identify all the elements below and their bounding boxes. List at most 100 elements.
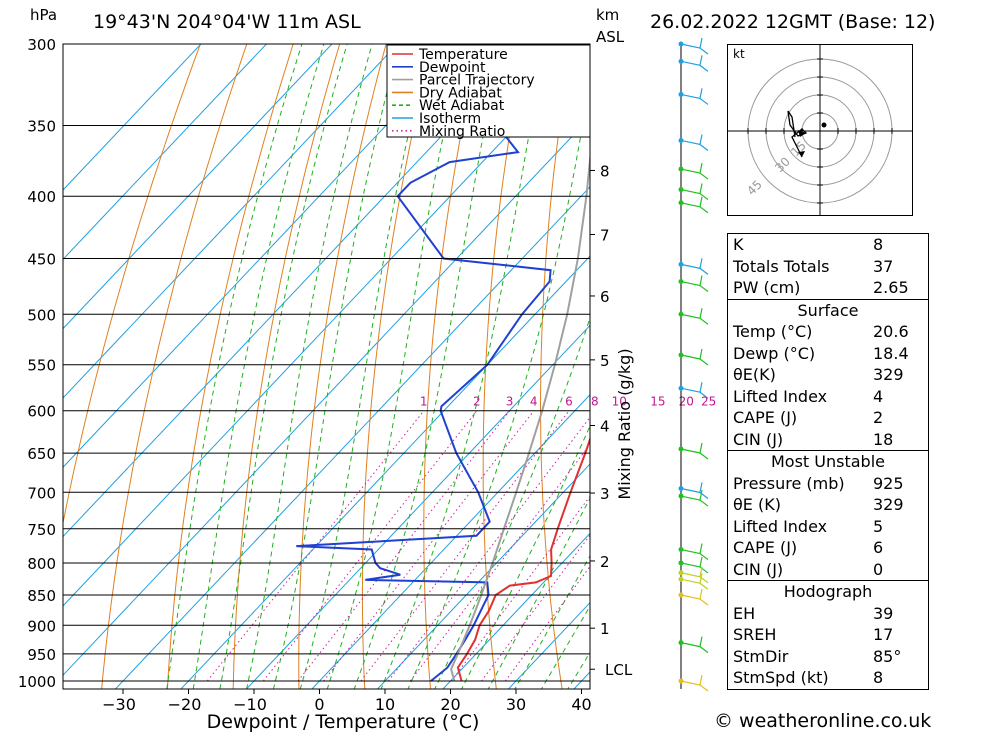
height-tick-label: 6 <box>600 288 610 306</box>
wind-barb <box>680 354 709 366</box>
isotherm-line <box>376 463 590 689</box>
wind-barb-flag <box>699 543 703 554</box>
credit-link[interactable]: © weatheronline.co.uk <box>714 710 932 732</box>
mixing-ratio-line <box>481 534 590 682</box>
height-tick-label: 7 <box>600 226 610 244</box>
li-value: 4 <box>873 386 884 406</box>
row-totals: Totals Totals 37 <box>728 256 928 278</box>
theta-label: θE(K) <box>733 365 776 384</box>
wind-barb <box>680 448 709 460</box>
dewpoint-profile <box>296 44 582 682</box>
eh-label: EH <box>733 603 756 623</box>
cin-value: 18 <box>873 429 894 449</box>
wind-barb <box>680 594 709 606</box>
x-axis-label: Dewpoint / Temperature (°C) <box>207 711 480 733</box>
eh-value: 39 <box>873 603 894 623</box>
wind-barb-flag <box>699 482 703 493</box>
row-li: Lifted Index 4 <box>728 386 928 408</box>
wind-barb-flag <box>699 556 703 568</box>
mu-pressure-value: 925 <box>873 473 904 493</box>
mixing-ratio-label: 25 <box>701 395 716 409</box>
wind-barb-flag <box>699 588 703 600</box>
pressure-tick-label: 450 <box>27 251 56 269</box>
mixing-ratio-label: 20 <box>679 395 694 409</box>
sreh-value: 17 <box>873 625 894 644</box>
stmspd-label: StmSpd (kt) <box>733 668 829 687</box>
pressure-tick-label: 800 <box>27 555 56 573</box>
dry-adiabat-line <box>988 8 1000 707</box>
mu-theta-value: 329 <box>873 495 904 514</box>
sreh-label: SREH <box>733 625 777 644</box>
mixing-ratio-label: 2 <box>473 395 481 409</box>
row-stmdir: StmDir 85° <box>728 646 928 668</box>
legend-label: Dewpoint <box>419 60 486 76</box>
row-temp: Temp (°C) 20.6 <box>728 321 928 343</box>
mu-cin-value: 0 <box>873 559 884 579</box>
row-mu-li: Lifted Index 5 <box>728 516 928 538</box>
wind-barb <box>680 572 709 584</box>
mixing-ratio-line <box>360 410 570 682</box>
legend-label: Mixing Ratio <box>419 124 505 140</box>
mixing-ratio-line <box>387 416 590 682</box>
height-tick-label: 2 <box>600 553 610 571</box>
legend-label: Temperature <box>418 47 508 63</box>
row-mu-theta: θE (K) 329 <box>728 494 928 516</box>
mixing-ratio-line <box>297 410 511 682</box>
wet-adiabat-line <box>407 81 590 689</box>
wind-barb <box>680 578 709 590</box>
surface-heading: Surface <box>728 298 928 322</box>
wind-barb <box>680 93 709 105</box>
x-tick-label: −10 <box>233 695 267 714</box>
dry-adiabat-line <box>232 44 341 689</box>
wet-adiabat-line <box>434 316 590 689</box>
wind-barb <box>680 263 709 275</box>
pressure-tick-label: 750 <box>27 521 56 539</box>
mu-theta-label: θE (K) <box>733 495 781 514</box>
hodograph-panel: kt 15 30 45 <box>727 44 913 216</box>
wet-adiabat-line <box>219 44 348 689</box>
wind-barb-flag <box>699 566 703 577</box>
wind-barb <box>680 139 709 151</box>
legend-label: Wet Adiabat <box>419 98 505 114</box>
mixing-ratio-line <box>504 565 590 682</box>
mu-cin-label: CIN (J) <box>733 559 784 579</box>
isotherm-line <box>63 44 202 191</box>
wind-barb-flag <box>699 442 703 454</box>
wet-adiabat-line <box>380 44 547 689</box>
wind-barbs <box>678 37 709 692</box>
wind-barb-flag <box>699 196 703 207</box>
wind-barb <box>680 495 709 507</box>
pressure-tick-label: 600 <box>27 403 56 421</box>
wind-barb-flag <box>699 573 703 584</box>
mu-cape-label: CAPE (J) <box>733 538 798 557</box>
k-label: K <box>733 235 744 254</box>
row-mu-cin: CIN (J) 0 <box>728 559 928 581</box>
location-title: 19°43'N 204°04'W 11m ASL <box>93 11 361 33</box>
pressure-tick-label: 650 <box>27 445 56 463</box>
pw-label: PW (cm) <box>733 278 801 297</box>
hodo-arrow-head <box>798 151 805 157</box>
wind-barb <box>680 680 709 692</box>
pressure-tick-label: 550 <box>27 357 56 375</box>
legend-label: Parcel Trajectory <box>419 73 535 89</box>
height-tick-label: LCL <box>605 661 633 679</box>
wind-barb-flag <box>699 55 703 66</box>
tt-label: Totals Totals <box>733 256 830 276</box>
height-tick-label: 4 <box>600 418 610 436</box>
wet-adiabat-line <box>166 44 303 689</box>
isotherm-line <box>180 255 590 689</box>
wet-adiabat-line <box>272 44 400 689</box>
x-tick-label: −30 <box>102 695 136 714</box>
wind-barb-flag <box>699 183 703 194</box>
hodo-unit-label: kt <box>733 47 745 61</box>
tt-value: 37 <box>873 256 894 276</box>
wet-adiabat-line <box>353 44 503 689</box>
wind-barb <box>680 280 709 293</box>
row-stmspd: StmSpd (kt) 8 <box>728 667 928 689</box>
km-unit-label: km <box>596 6 620 24</box>
pressure-tick-label: 500 <box>27 306 56 324</box>
x-tick-label: −20 <box>168 695 202 714</box>
wind-barb <box>680 43 709 55</box>
dry-adiabat-line <box>166 44 294 689</box>
